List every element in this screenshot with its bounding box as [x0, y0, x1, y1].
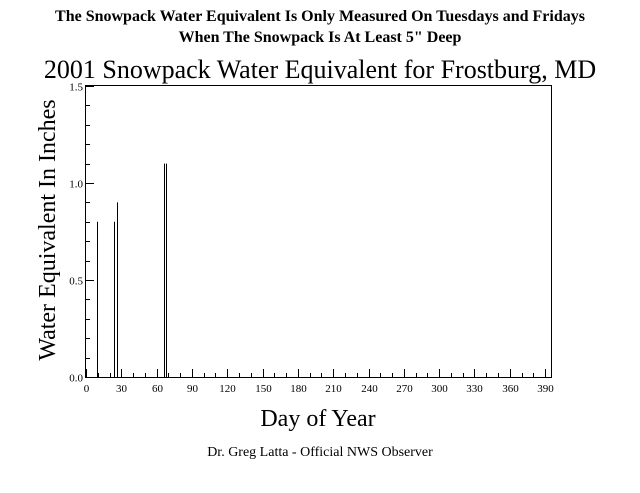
observer-credit: Dr. Greg Latta - Official NWS Observer	[207, 445, 433, 460]
x-axis-ticks: 0 30 60 90 120 150 180 210 240 270 300 330 360 390	[84, 369, 554, 395]
y-tick-label: 0.5	[69, 276, 83, 288]
x-tick-label: 360	[502, 383, 519, 395]
x-tick-label: 60	[152, 383, 164, 395]
y-tick-label: 0.0	[69, 373, 83, 385]
x-tick-label: 0	[84, 383, 90, 395]
y-axis-label: Water Equivalent In Inches	[35, 99, 61, 361]
x-tick-label: 240	[361, 383, 378, 395]
x-tick-label: 30	[116, 383, 128, 395]
x-tick-label: 330	[466, 383, 483, 395]
y-axis-ticks: 0.0 0.5 1.0 1.5	[69, 82, 94, 385]
x-axis-label: Day of Year	[260, 406, 376, 432]
y-tick-label: 1.5	[69, 82, 83, 94]
plot-frame	[85, 85, 552, 378]
x-tick-label: 150	[255, 383, 272, 395]
x-tick-label: 300	[431, 383, 448, 395]
data-bars	[97, 163, 167, 377]
x-tick-label: 90	[187, 383, 199, 395]
x-tick-label: 180	[290, 383, 307, 395]
x-tick-label: 390	[537, 383, 554, 395]
x-tick-label: 120	[219, 383, 236, 395]
y-tick-label: 1.0	[69, 179, 83, 191]
measurement-note-line-2: When The Snowpack Is At Least 5" Deep	[178, 29, 462, 46]
measurement-note-line-1: The Snowpack Water Equivalent Is Only Me…	[55, 8, 585, 25]
chart-title: 2001 Snowpack Water Equivalent for Frost…	[43, 55, 597, 84]
x-tick-label: 210	[325, 383, 342, 395]
x-tick-label: 270	[396, 383, 413, 395]
